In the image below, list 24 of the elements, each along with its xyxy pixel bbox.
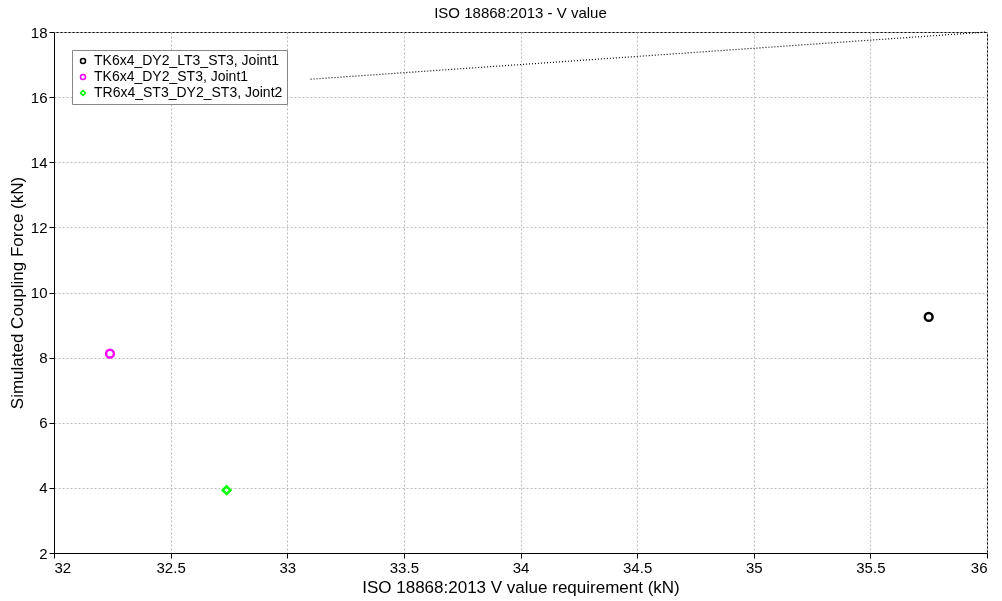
x-tick-label: 33.5 <box>389 558 419 576</box>
x-tick-label: 32 <box>54 558 72 576</box>
x-tick-label: 34 <box>512 558 530 576</box>
y-tick-label: 12 <box>30 218 48 236</box>
y-tick-label: 16 <box>30 88 48 106</box>
y-tick-label: 2 <box>39 544 48 562</box>
y-tick-label: 4 <box>39 479 48 497</box>
legend-label: TK6x4_DY2_ST3, Joint1 <box>94 68 249 84</box>
y-tick-label: 10 <box>30 284 48 301</box>
y-axis-title: Simulated Coupling Force (kN) <box>7 176 27 410</box>
y-tick-label: 8 <box>39 349 48 367</box>
y-tick-label: 14 <box>30 153 48 171</box>
legend-label: TK6x4_DY2_LT3_ST3, Joint1 <box>94 52 280 68</box>
x-axis-title: ISO 18868:2013 V value requirement (kN) <box>362 577 680 597</box>
legend-label: TR6x4_ST3_DY2_ST3, Joint2 <box>94 84 283 100</box>
x-tick-label: 35.5 <box>856 558 886 576</box>
chart-title: ISO 18868:2013 - V value <box>434 4 607 21</box>
y-tick-label: 18 <box>30 23 48 41</box>
x-tick-label: 36 <box>970 558 988 576</box>
x-tick-label: 33 <box>279 558 297 576</box>
y-tick-label: 6 <box>39 414 48 432</box>
x-tick-label: 32.5 <box>156 558 186 576</box>
x-tick-label: 34.5 <box>623 558 653 576</box>
x-tick-label: 35 <box>745 558 763 576</box>
